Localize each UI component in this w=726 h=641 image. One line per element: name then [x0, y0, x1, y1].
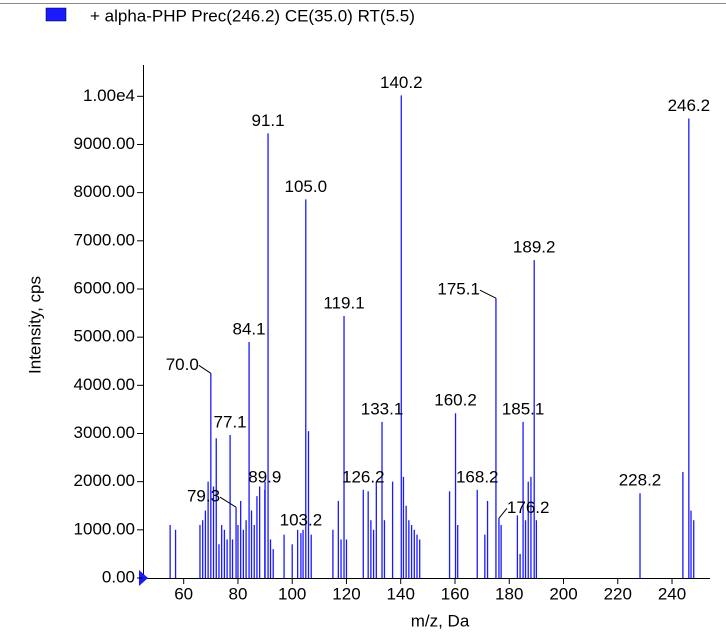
x-tick-label: 180	[495, 584, 523, 603]
y-tick-label: 3000.00	[74, 423, 135, 442]
peak-label: 79.3	[187, 487, 220, 506]
y-tick-label: 9000.00	[74, 134, 135, 153]
x-tick-label: 220	[604, 584, 632, 603]
peak-label: 89.9	[248, 467, 281, 486]
x-tick-label: 240	[658, 584, 686, 603]
peak-label: 84.1	[233, 319, 266, 338]
x-tick-label: 120	[332, 584, 360, 603]
peak-label: 119.1	[323, 293, 364, 312]
peak-label: 105.0	[285, 177, 328, 196]
peak-label: 70.0	[166, 355, 199, 374]
x-tick-label: 200	[549, 584, 577, 603]
y-tick-label: 7000.00	[74, 230, 135, 249]
leader-line	[479, 289, 497, 299]
peak-label: 175.1	[437, 280, 480, 299]
y-tick-label: 8000.00	[74, 182, 135, 201]
x-tick-label: 160	[441, 584, 469, 603]
y-tick-label: 0.00	[102, 567, 135, 586]
peak-label: 133.1	[361, 399, 404, 418]
x-tick-label: 100	[278, 584, 306, 603]
y-axis-label: Intensity, cps	[25, 276, 44, 374]
x-tick-label: 60	[174, 584, 193, 603]
peak-label: 228.2	[619, 471, 662, 490]
y-tick-label: 5000.00	[74, 327, 135, 346]
x-axis-label: m/z, Da	[411, 611, 470, 630]
peak-label: 176.2	[507, 498, 550, 517]
peak-label: 126.2	[342, 467, 385, 486]
peak-label: 103.2	[280, 511, 323, 530]
peak-label: 189.2	[513, 238, 556, 257]
y-tick-label: 1.00e4	[83, 86, 135, 105]
peak-label: 140.2	[380, 73, 423, 92]
y-tick-label: 4000.00	[74, 375, 135, 394]
legend-swatch	[45, 7, 67, 22]
y-tick-label: 2000.00	[74, 471, 135, 490]
peak-label: 91.1	[252, 111, 285, 130]
leader-line	[219, 496, 237, 508]
leader-line	[198, 364, 212, 374]
y-tick-label: 6000.00	[74, 278, 135, 297]
legend-label: + alpha-PHP Prec(246.2) CE(35.0) RT(5.5)	[90, 6, 415, 25]
peak-label: 246.2	[668, 96, 711, 115]
peak-label: 168.2	[456, 467, 499, 486]
zero-marker	[139, 570, 148, 586]
peak-label: 185.1	[502, 399, 545, 418]
y-tick-label: 1000.00	[74, 519, 135, 538]
x-tick-label: 80	[228, 584, 247, 603]
leader-line	[498, 507, 508, 519]
peak-label: 160.2	[434, 391, 477, 410]
x-tick-label: 140	[387, 584, 415, 603]
peak-label: 77.1	[214, 412, 247, 431]
